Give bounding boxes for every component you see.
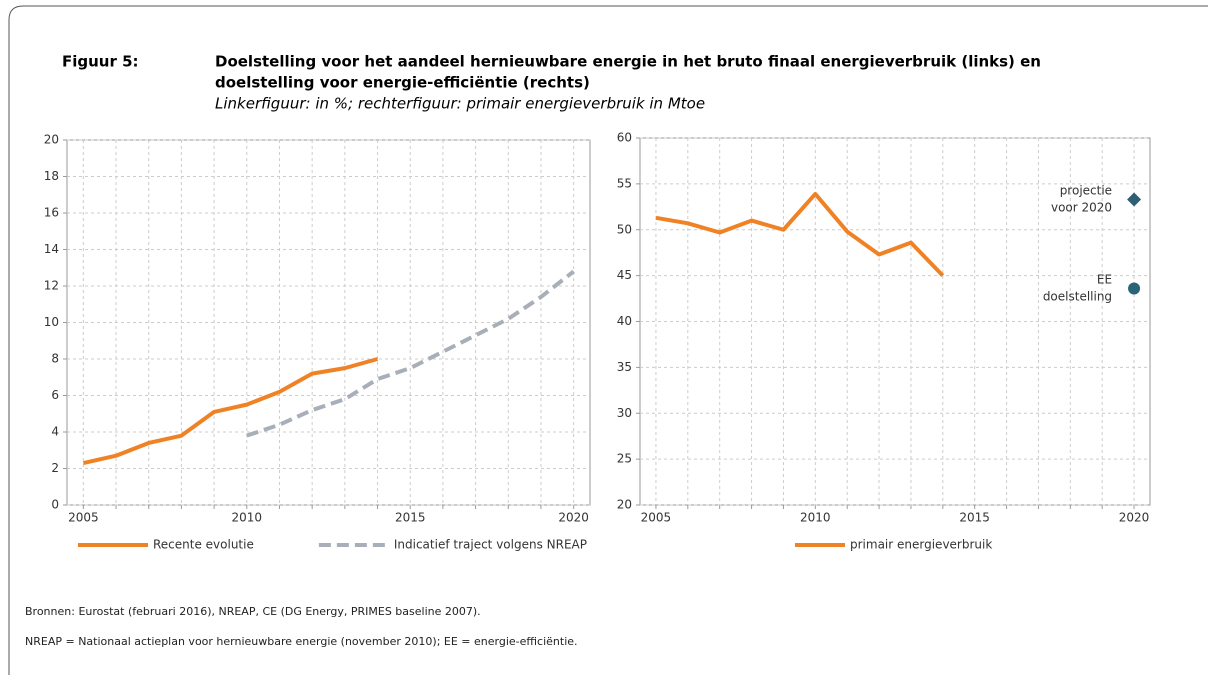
y-tick-label: 0 xyxy=(51,498,59,512)
y-tick-label: 45 xyxy=(617,268,632,282)
y-tick-label: 10 xyxy=(44,315,59,329)
y-tick-label: 55 xyxy=(617,176,632,190)
x-tick-label: 2020 xyxy=(1119,511,1150,525)
series-line xyxy=(246,269,575,438)
series-line xyxy=(655,191,945,278)
legend-label: Indicatief traject volgens NREAP xyxy=(394,538,587,552)
y-tick-label: 40 xyxy=(617,314,632,328)
y-tick-label: 6 xyxy=(51,388,59,402)
point-label: doelstelling xyxy=(1043,289,1112,303)
legend-label: primair energieverbruik xyxy=(850,538,992,552)
footnote: Bronnen: Eurostat (februari 2016), NREAP… xyxy=(25,605,481,618)
series-line xyxy=(82,357,379,465)
y-tick-label: 35 xyxy=(617,360,632,374)
x-tick-label: 2005 xyxy=(641,511,672,525)
y-tick-label: 20 xyxy=(44,133,59,147)
x-tick-label: 2005 xyxy=(68,511,99,525)
point-label: projectie xyxy=(1060,183,1112,197)
y-tick-label: 20 xyxy=(617,498,632,512)
point-label: voor 2020 xyxy=(1051,200,1112,214)
point-marker xyxy=(1128,282,1141,295)
figure-label: Figuur 5: xyxy=(62,53,139,71)
y-tick-label: 4 xyxy=(51,425,59,439)
legend-label: Recente evolutie xyxy=(153,538,254,552)
point-label: EE xyxy=(1097,272,1112,286)
y-tick-label: 12 xyxy=(44,279,59,293)
y-tick-label: 16 xyxy=(44,206,59,220)
y-tick-label: 30 xyxy=(617,406,632,420)
footnote: NREAP = Nationaal actieplan voor hernieu… xyxy=(25,635,578,648)
y-tick-label: 25 xyxy=(617,452,632,466)
y-tick-label: 50 xyxy=(617,222,632,236)
y-tick-label: 8 xyxy=(51,352,59,366)
x-tick-label: 2020 xyxy=(558,511,589,525)
figure-title: doelstelling voor energie-efficiëntie (r… xyxy=(215,74,590,92)
x-tick-label: 2015 xyxy=(395,511,426,525)
x-tick-label: 2010 xyxy=(800,511,831,525)
x-tick-label: 2010 xyxy=(232,511,263,525)
y-tick-label: 18 xyxy=(44,169,59,183)
y-tick-label: 2 xyxy=(51,461,59,475)
frame xyxy=(8,5,1208,675)
y-tick-label: 14 xyxy=(44,242,59,256)
figure-title: Doelstelling voor het aandeel hernieuwba… xyxy=(215,53,1041,71)
x-tick-label: 2015 xyxy=(959,511,990,525)
point-marker xyxy=(1127,192,1142,207)
y-tick-label: 60 xyxy=(617,131,632,145)
figure-subtitle: Linkerfiguur: in %; rechterfiguur: prima… xyxy=(215,95,705,113)
